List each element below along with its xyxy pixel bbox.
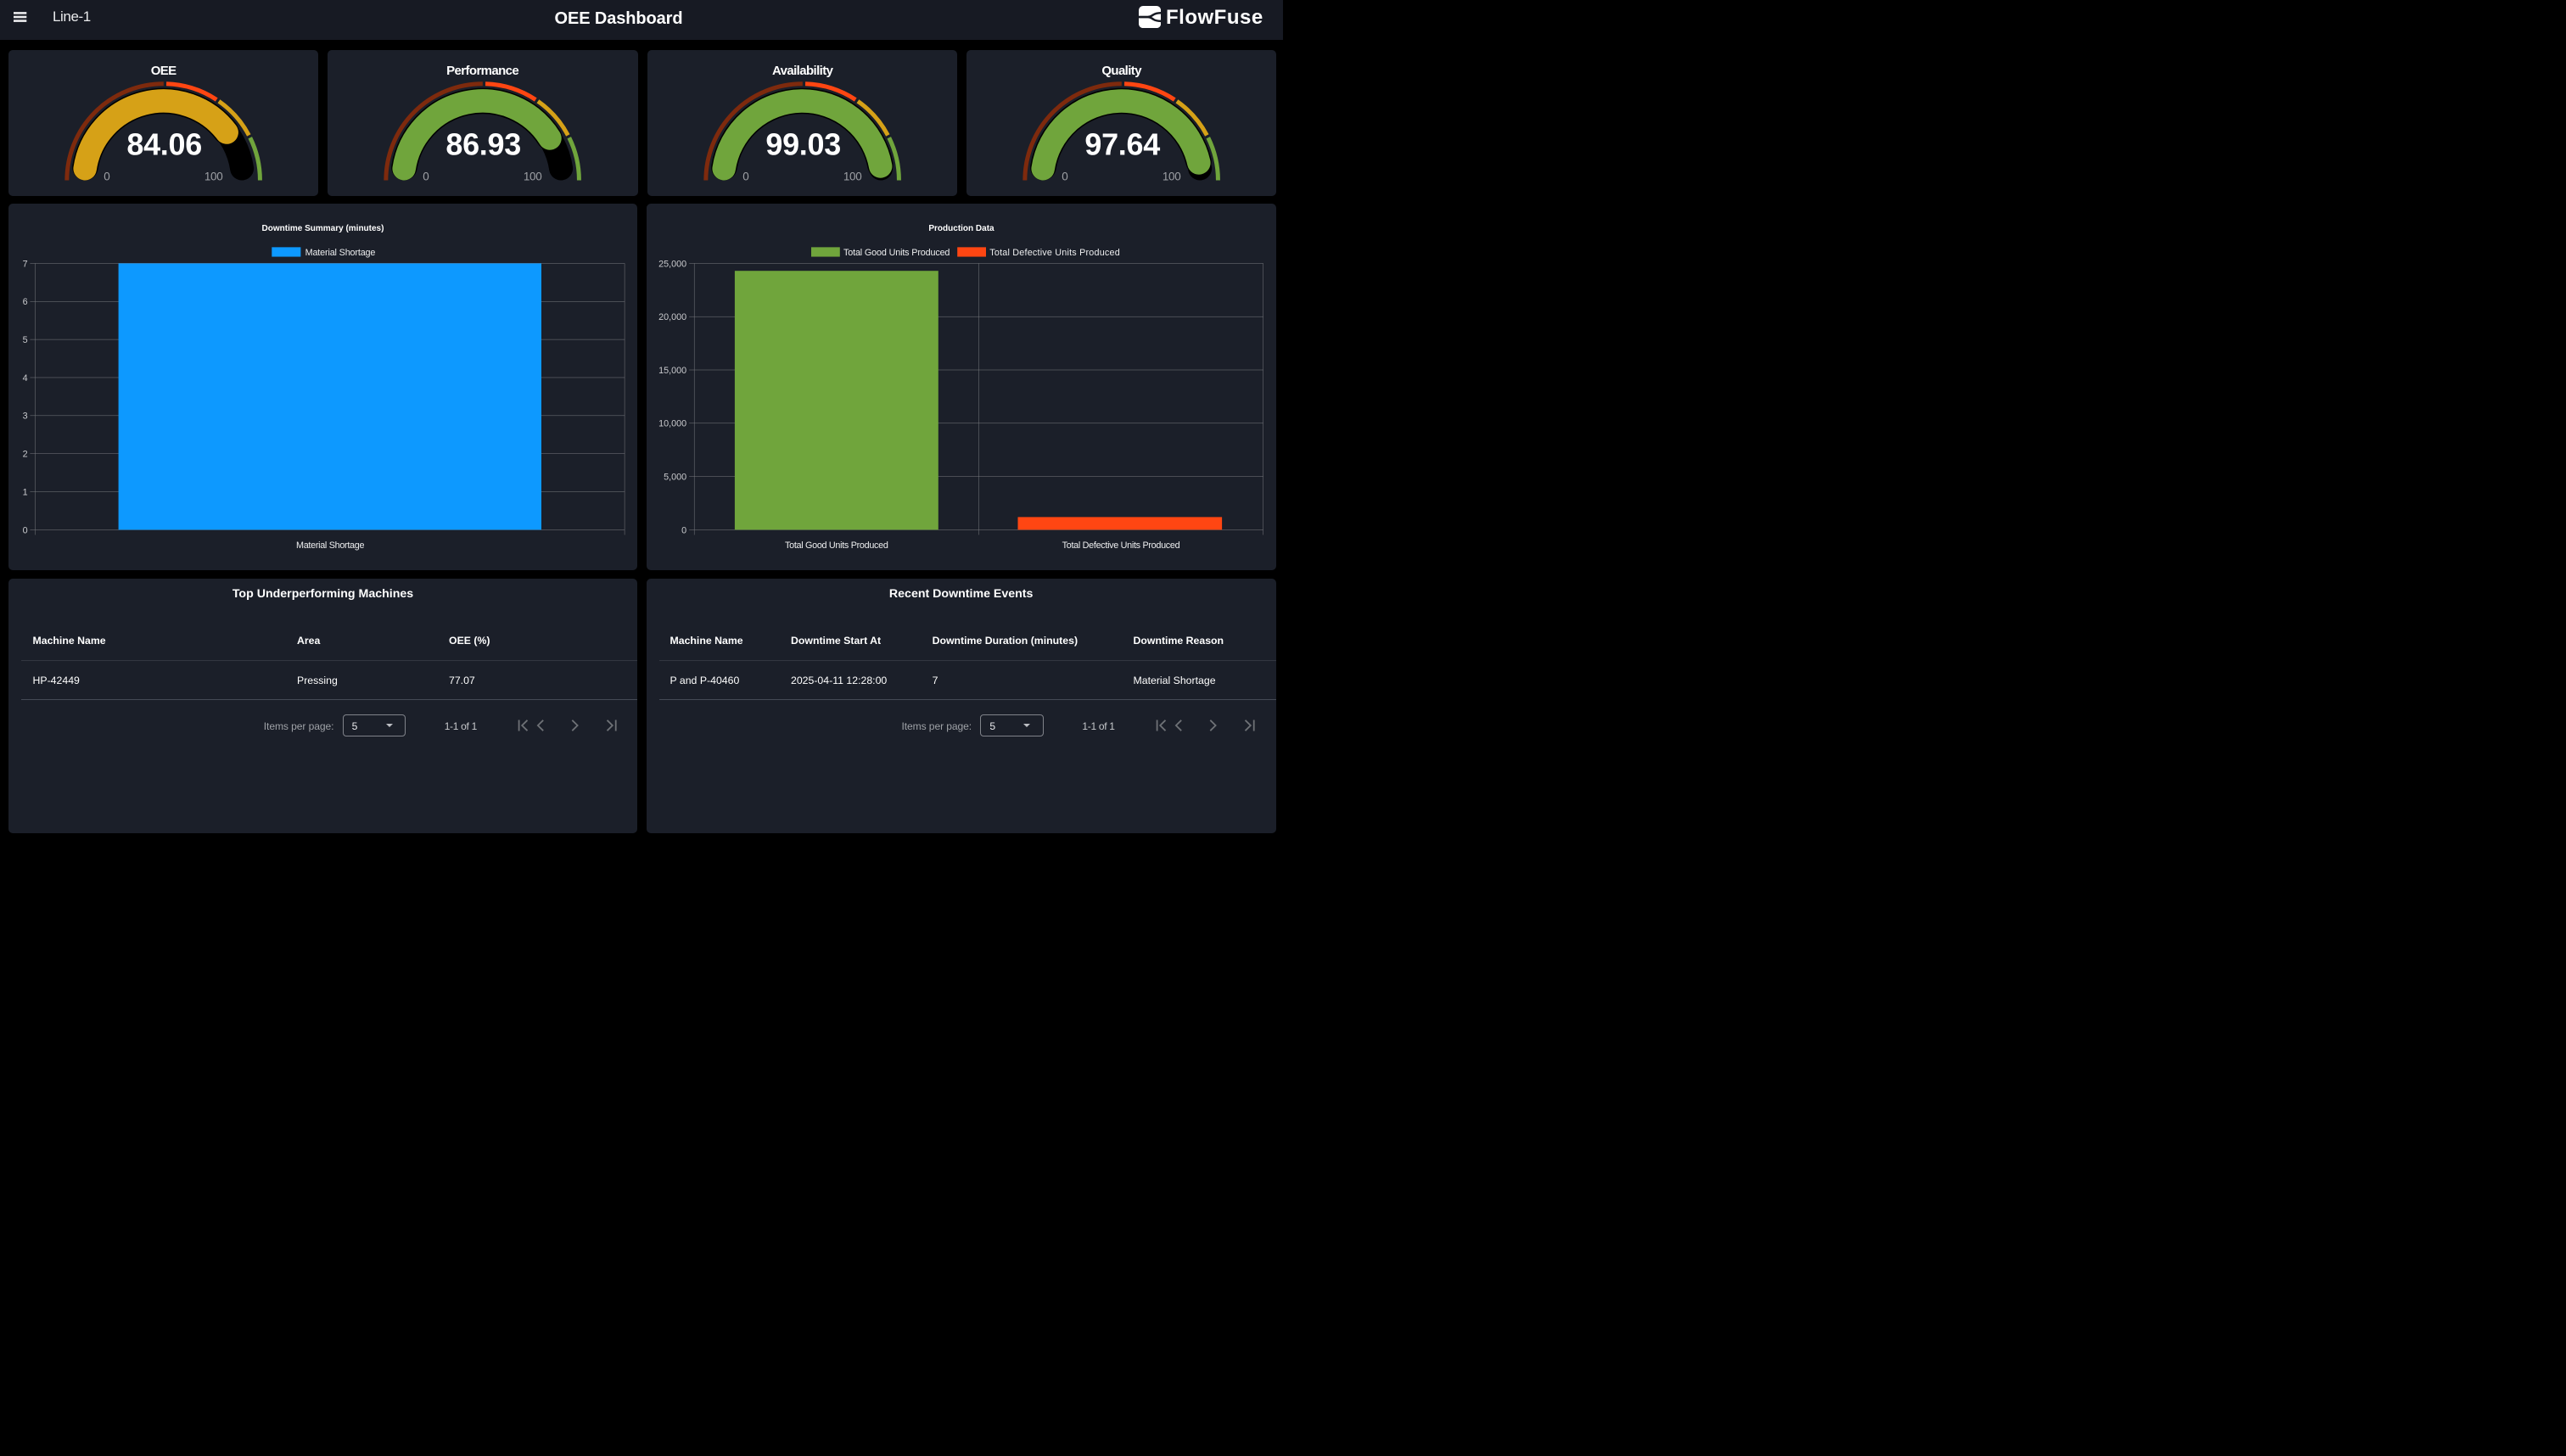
svg-text:Availability: Availability — [772, 63, 834, 77]
svg-text:1: 1 — [23, 487, 28, 497]
svg-text:20,000: 20,000 — [658, 312, 686, 322]
svg-text:Total Good Units Produced: Total Good Units Produced — [843, 248, 950, 258]
svg-text:3: 3 — [23, 412, 28, 422]
svg-text:4: 4 — [23, 373, 28, 384]
svg-text:0: 0 — [104, 170, 109, 182]
svg-text:100: 100 — [204, 170, 223, 182]
svg-text:10,000: 10,000 — [658, 419, 686, 429]
svg-text:0: 0 — [681, 525, 686, 535]
svg-text:2: 2 — [23, 450, 28, 460]
svg-text:Total Good Units Produced: Total Good Units Produced — [785, 540, 888, 551]
svg-text:Downtime Summary (minutes): Downtime Summary (minutes) — [262, 224, 384, 233]
svg-text:99.03: 99.03 — [765, 126, 841, 161]
svg-text:25,000: 25,000 — [658, 259, 686, 269]
svg-text:84.06: 84.06 — [126, 126, 202, 161]
svg-text:100: 100 — [843, 170, 861, 182]
svg-text:5: 5 — [23, 335, 28, 345]
svg-text:100: 100 — [1163, 170, 1181, 182]
svg-text:15,000: 15,000 — [658, 366, 686, 376]
svg-text:Production Data: Production Data — [928, 224, 994, 233]
svg-text:0: 0 — [1062, 170, 1068, 182]
svg-text:OEE: OEE — [151, 63, 176, 77]
svg-text:Quality: Quality — [1101, 63, 1142, 77]
svg-text:5,000: 5,000 — [664, 473, 686, 483]
svg-text:0: 0 — [23, 525, 28, 535]
svg-text:0: 0 — [742, 170, 749, 182]
svg-text:Material Shortage: Material Shortage — [296, 540, 364, 551]
svg-text:100: 100 — [524, 170, 542, 182]
svg-text:Total Defective Units Produced: Total Defective Units Produced — [1062, 540, 1179, 551]
svg-text:Material Shortage: Material Shortage — [305, 248, 376, 258]
svg-text:7: 7 — [23, 259, 28, 269]
svg-text:Total Defective Units Produced: Total Defective Units Produced — [989, 248, 1120, 258]
svg-text:6: 6 — [23, 297, 28, 307]
svg-text:97.64: 97.64 — [1084, 126, 1160, 161]
svg-text:0: 0 — [423, 170, 430, 182]
svg-text:86.93: 86.93 — [446, 126, 522, 161]
svg-text:Performance: Performance — [446, 63, 518, 77]
